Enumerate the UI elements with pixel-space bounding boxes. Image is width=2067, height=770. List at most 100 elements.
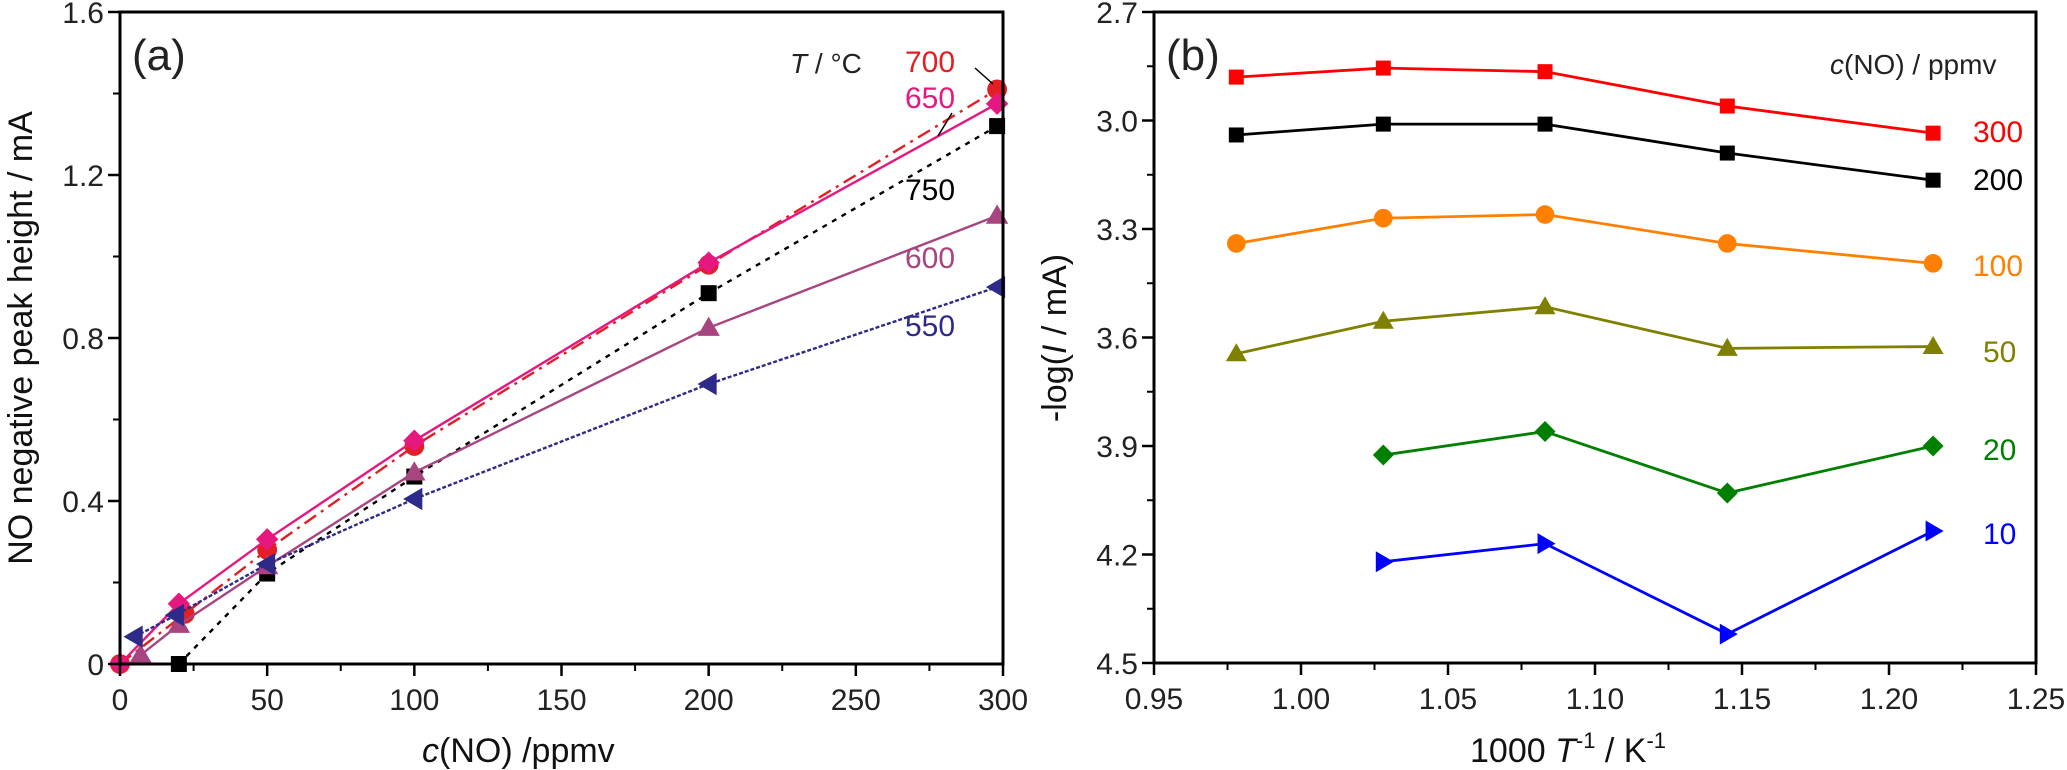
panel-a-series-label-750: 750 [905, 174, 955, 207]
panel-a-point-750 [989, 118, 1006, 135]
panel-b-point-200 [1228, 127, 1244, 143]
panel-a-point-750 [700, 285, 717, 302]
panel-b-series-line-300 [1236, 66, 1934, 135]
panel-a-point-600 [985, 204, 1009, 224]
panel-b-series-label-20: 20 [1983, 434, 2016, 467]
panel-a-x-tick-label: 0 [112, 684, 129, 717]
panel-a-series-550 [123, 275, 1006, 648]
panel-a-series-700 [110, 79, 1008, 674]
panel-b-x-tick-label: 1.05 [1419, 683, 1477, 716]
panel-b-point-300 [1228, 69, 1244, 85]
panel-a-series-line-600 [139, 214, 998, 656]
panel-b-x-title-exp: -1 [1576, 728, 1596, 753]
panel-b-point-100 [1923, 254, 1943, 273]
panel-b-x-title-part: 1000 [1470, 732, 1555, 770]
panel-b-point-50 [1372, 310, 1394, 329]
panel-b-point-300 [1719, 98, 1735, 114]
panel-a-point-550 [403, 487, 423, 511]
panel-a-legend-title-unit: / °C [807, 48, 862, 79]
panel-b-series-labels: 300 200 100 50 20 10 [1973, 116, 2023, 551]
panel-a-legend-title-var: T [790, 48, 809, 79]
panel-b-point-10 [1537, 533, 1556, 555]
panel-b-x-title-var: T [1555, 732, 1578, 770]
panel-b-series-line-200 [1236, 122, 1934, 182]
panel-a-series-label-550: 550 [905, 310, 955, 343]
panel-b-x-tick-label: 1.20 [1860, 683, 1918, 716]
panel-a-point-650 [985, 92, 1009, 115]
panel-b-series-100 [1227, 205, 1943, 273]
panel-b-point-20 [1716, 482, 1738, 504]
panel-b-series-300 [1228, 60, 1941, 141]
panel-a-series-line-550 [134, 285, 998, 638]
panel-a-label: (a) [132, 31, 186, 80]
panel-a-x-tick-label: 100 [389, 684, 439, 717]
panel-a-point-550 [985, 275, 1006, 299]
panel-a-x-tick-label: 300 [978, 684, 1028, 717]
panel-b-series-line-50 [1236, 305, 1934, 356]
panel-a-point-650 [403, 429, 426, 452]
panel-a-series-label-600: 600 [905, 242, 955, 275]
panel-a-axes: 0 50 100 150 200 250 300 0 0.4 0.8 1.2 1.6 [62, 0, 1028, 717]
panel-a-plot-frame [118, 10, 1005, 666]
panel-b-x-tick-label: 1.00 [1272, 683, 1330, 716]
panel-a-leader-line-700 [974, 67, 994, 85]
panel-b-series-label-300: 300 [1973, 116, 2023, 149]
panel-b-point-10 [1925, 520, 1944, 542]
panel-b-x-title-unit-exp: -1 [1646, 728, 1666, 753]
panel-a: (a) 0 50 100 150 200 250 300 0 0.4 0.8 1.2 1.6 c(NO… [2, 0, 1028, 770]
panel-b-point-20 [1922, 435, 1944, 457]
panel-a-y-tick-label: 0.8 [62, 323, 104, 356]
panel-a-point-550 [697, 372, 717, 396]
panel-a-series-line-750 [178, 125, 998, 665]
panel-a-x-axis-title-unit: (NO) /ppmv [439, 732, 615, 770]
panel-b-x-tick-label: 1.25 [2007, 683, 2065, 716]
panel-b-x-title-unit: / K [1595, 732, 1646, 770]
panel-b-axes: 0.95 1.00 1.05 1.10 1.15 1.20 1.25 2.7 3.0 3.3 3.6… [1096, 0, 2065, 716]
panel-b-y-tick-label: 4.5 [1096, 648, 1138, 681]
panel-a-x-tick-label: 200 [684, 684, 734, 717]
panel-a-point-550 [123, 625, 143, 648]
panel-a-y-tick-label: 1.6 [62, 0, 104, 30]
panel-b-series-label-200: 200 [1973, 164, 2023, 197]
panel-b-series-line-100 [1236, 213, 1934, 265]
panel-b: (b) 0.95 1.00 1.05 1.10 1.15 1.20 1.25 2.7 3.0 3.… [1036, 0, 2065, 770]
panel-b-point-50 [1716, 337, 1738, 356]
panel-b-point-200 [1375, 116, 1391, 132]
panel-a-x-tick-label: 50 [250, 684, 283, 717]
panel-b-point-20 [1534, 421, 1556, 443]
panel-a-y-tick-label: 0.4 [62, 486, 104, 519]
panel-b-series [1225, 60, 1944, 645]
panel-b-series-label-100: 100 [1973, 250, 2023, 283]
panel-b-series-50 [1225, 296, 1944, 362]
panel-b-series-label-10: 10 [1983, 518, 2016, 551]
panel-a-series-line-650 [119, 102, 998, 665]
panel-b-point-300 [1537, 64, 1553, 80]
panel-a-x-tick-label: 150 [536, 684, 586, 717]
panel-a-leader-line-650 [937, 112, 953, 137]
panel-b-y-axis-title: -log(I / mA) [1036, 254, 1074, 422]
panel-b-x-axis-title: 1000 T-1 / K-1 [1470, 728, 1666, 770]
panel-a-point-600 [403, 461, 426, 481]
panel-b-series-200 [1228, 116, 1941, 188]
panel-b-series-line-10 [1383, 529, 1934, 636]
panel-b-point-100 [1718, 234, 1737, 253]
panel-a-x-axis-title-var: c [422, 732, 439, 770]
panel-b-series-20 [1372, 421, 1944, 504]
panel-b-y-tick-label: 3.3 [1096, 214, 1138, 247]
panel-a-y-axis-title: NO negative peak height / mA [2, 111, 40, 565]
panel-b-point-20 [1372, 444, 1394, 466]
panel-b-point-10 [1719, 623, 1738, 645]
panel-b-point-300 [1375, 60, 1391, 76]
panel-b-y-tick-label: 3.0 [1096, 106, 1138, 139]
panel-a-series-750 [170, 118, 1006, 672]
panel-b-label: (b) [1166, 31, 1220, 80]
panel-a-y-tick-label: 1.2 [62, 160, 104, 193]
panel-b-y-title-var: I [1036, 344, 1074, 354]
panel-b-point-50 [1534, 296, 1556, 315]
panel-a-y-tick-label: 0 [87, 649, 104, 682]
panel-b-point-200 [1537, 116, 1553, 132]
panel-b-legend-title-var: c [1830, 49, 1844, 80]
panel-a-point-550 [164, 603, 184, 627]
